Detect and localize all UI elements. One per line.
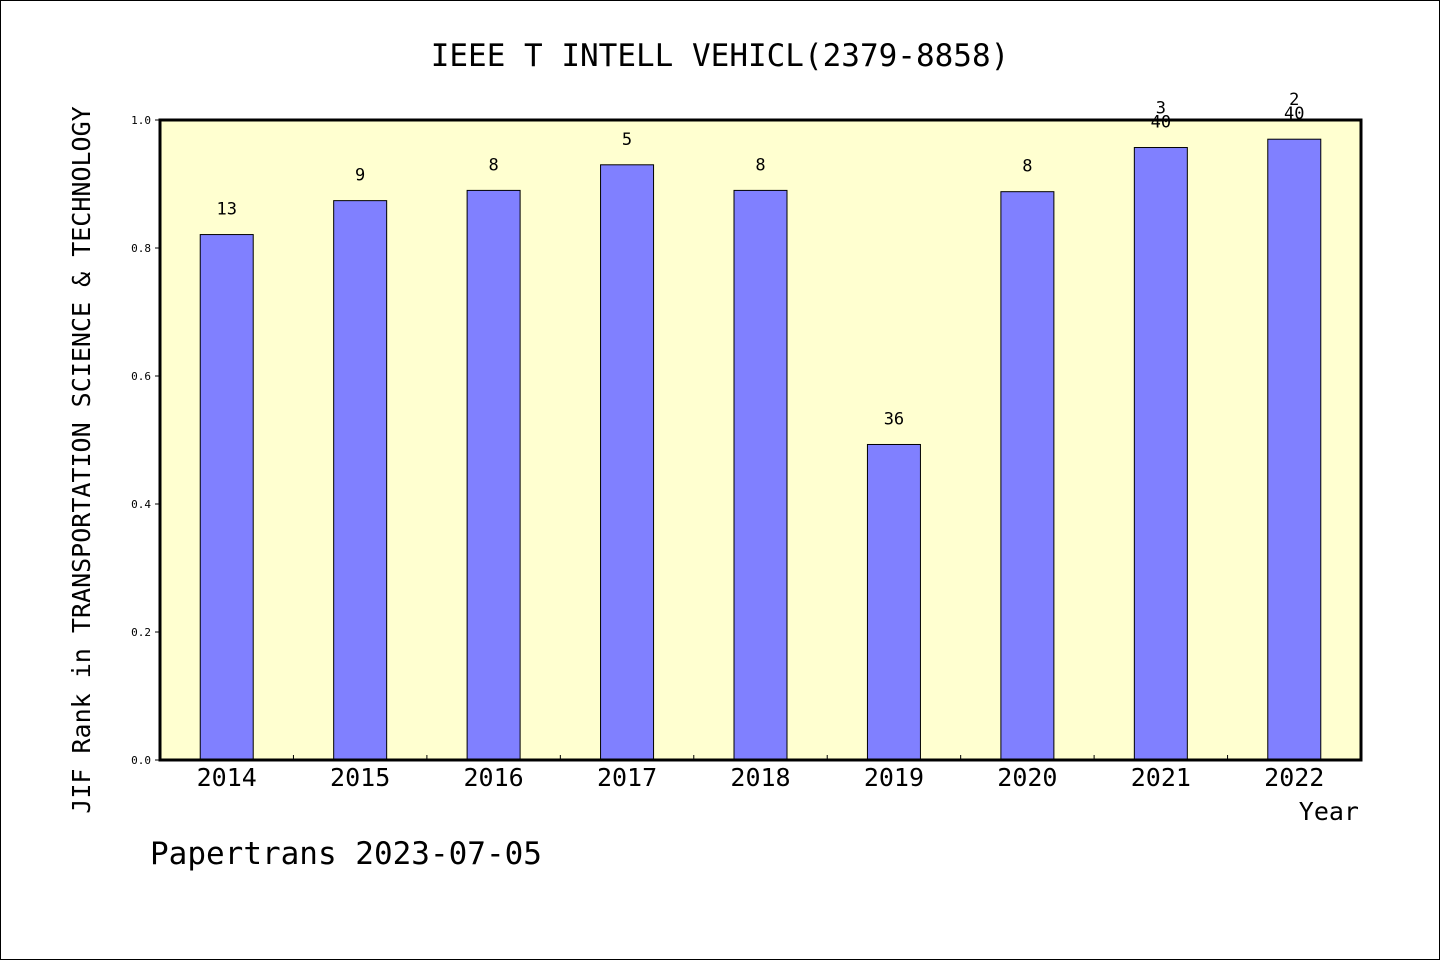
footer-stamp: Papertrans 2023-07-05 bbox=[150, 836, 542, 872]
y-tick-label: 0.0 bbox=[131, 754, 151, 767]
bar-2015 bbox=[333, 200, 388, 761]
rank-label-2020: 8 bbox=[1022, 157, 1032, 177]
x-tick-label: 2016 bbox=[464, 763, 524, 792]
rank-label-2016: 8 bbox=[488, 155, 498, 175]
plot-border bbox=[158, 118, 1363, 762]
chart-title: IEEE T INTELL VEHICL(2379-8858) bbox=[431, 38, 1010, 74]
y-tick-label: 0.4 bbox=[131, 498, 151, 511]
x-tick-label: 2021 bbox=[1131, 763, 1191, 792]
y-tick-label: 1.0 bbox=[131, 114, 151, 127]
bar-2016 bbox=[466, 189, 521, 761]
x-axis: 2014 2015 2016 2017 2018 2019 2020 2021 2022 bbox=[197, 755, 1324, 792]
y-tick-label: 0.2 bbox=[131, 626, 151, 639]
y-tick-label: 0.8 bbox=[131, 242, 151, 255]
rank-label-2021: 3 bbox=[1156, 99, 1166, 119]
x-tick-label: 2015 bbox=[330, 763, 390, 792]
rank-label-2017: 5 bbox=[622, 130, 632, 150]
x-tick-label: 2019 bbox=[864, 763, 924, 792]
rank-label-2021: 40 bbox=[1151, 113, 1171, 133]
bar-2014 bbox=[199, 234, 254, 761]
x-tick-label: 2017 bbox=[597, 763, 657, 792]
rank-label-2022: 2 bbox=[1289, 90, 1299, 110]
x-tick-label: 2022 bbox=[1264, 763, 1324, 792]
rank-label-2015: 9 bbox=[355, 166, 365, 186]
x-axis-label: Year bbox=[1299, 797, 1359, 826]
bar-2020 bbox=[1000, 191, 1055, 761]
bar-2017 bbox=[600, 164, 655, 761]
rank-label-2014: 13 bbox=[216, 200, 236, 220]
rank-label-2018: 8 bbox=[755, 155, 765, 175]
bar-2019 bbox=[866, 443, 921, 761]
x-tick-label: 2020 bbox=[997, 763, 1057, 792]
bar-2018 bbox=[733, 189, 788, 761]
y-tick-label: 0.6 bbox=[131, 370, 151, 383]
y-axis: 0.0 0.2 0.4 0.6 0.8 1.0 bbox=[131, 114, 160, 767]
y-axis-label: JIF Rank in TRANSPORTATION SCIENCE & TEC… bbox=[67, 106, 96, 813]
bars-group bbox=[199, 138, 1322, 761]
bar-2021 bbox=[1133, 147, 1188, 761]
bar-2022 bbox=[1267, 138, 1322, 761]
x-tick-label: 2014 bbox=[197, 763, 257, 792]
rank-label-2019: 36 bbox=[884, 409, 904, 429]
x-tick-label: 2018 bbox=[730, 763, 790, 792]
